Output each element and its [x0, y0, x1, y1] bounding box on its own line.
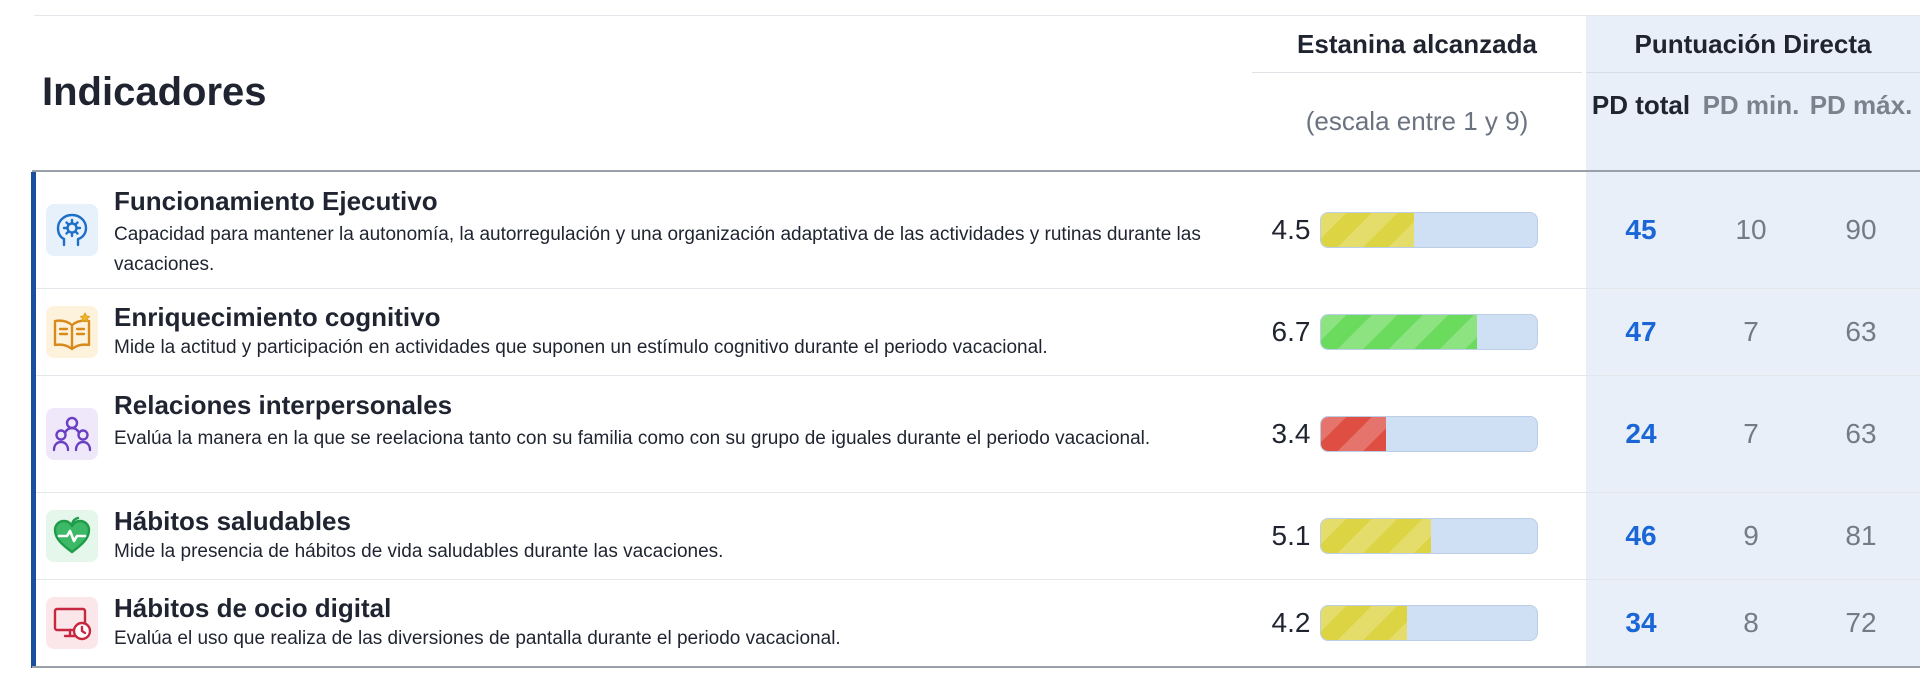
pd-min-value: 8	[1743, 607, 1759, 638]
row-description: Mide la presencia de hábitos de vida sal…	[114, 541, 724, 562]
row-title: Relaciones interpersonales	[114, 390, 453, 420]
brain-gear-icon	[46, 204, 98, 256]
table-row: Funcionamiento Ejecutivo Capacidad para …	[36, 172, 1920, 289]
row-description: Mide la actitud y participación en activ…	[114, 337, 1048, 358]
stanine-label: Estanina alcanzada	[1252, 16, 1582, 73]
pd-total-header: PD total	[1591, 90, 1691, 120]
table-left-accent	[31, 172, 36, 668]
stanine-bar	[1320, 518, 1538, 554]
row-title: Funcionamiento Ejecutivo	[114, 186, 438, 216]
pd-total-value: 45	[1625, 214, 1657, 245]
pd-min-value: 10	[1735, 214, 1767, 245]
stanine-bar	[1320, 605, 1538, 641]
pd-min-value: 7	[1743, 418, 1759, 449]
stanine-score: 4.5	[1271, 214, 1311, 245]
table-row: Hábitos saludables Mide la presencia de …	[36, 493, 1920, 580]
row-title: Enriquecimiento cognitivo	[114, 302, 441, 332]
pd-column-header: Puntuación Directa PD total PD min. PD m…	[1586, 16, 1920, 170]
pd-column-background	[1586, 16, 1920, 668]
pd-total-value: 46	[1625, 520, 1657, 551]
row-description: Evalúa el uso que realiza de las diversi…	[114, 628, 841, 649]
page-title: Indicadores	[42, 70, 267, 114]
pd-label: Puntuación Directa	[1586, 16, 1920, 73]
pd-min-value: 9	[1743, 520, 1759, 551]
stanine-column-header: Estanina alcanzada (escala entre 1 y 9)	[1252, 16, 1582, 170]
table-header: Indicadores Estanina alcanzada (escala e…	[34, 16, 1920, 170]
stanine-bar-fill	[1321, 606, 1408, 640]
table-row: Relaciones interpersonales Evalúa la man…	[36, 376, 1920, 493]
stanine-bar-fill	[1321, 417, 1386, 451]
pd-max-value: 72	[1845, 607, 1877, 638]
stanine-bar	[1320, 212, 1538, 248]
table-bottom-border	[32, 666, 1920, 668]
stanine-score: 3.4	[1271, 418, 1311, 449]
pd-min-header: PD min.	[1702, 90, 1800, 120]
pd-max-value: 81	[1845, 520, 1877, 551]
stanine-scale-label: (escala entre 1 y 9)	[1305, 106, 1529, 136]
row-title: Hábitos de ocio digital	[114, 593, 392, 623]
pd-max-header: PD máx.	[1809, 90, 1913, 120]
table-row: Hábitos de ocio digital Evalúa el uso qu…	[36, 580, 1920, 666]
stanine-bar-fill	[1321, 519, 1432, 553]
pd-max-value: 63	[1845, 418, 1877, 449]
top-divider	[34, 15, 1920, 16]
row-description: Capacidad para mantener la autonomía, la…	[114, 224, 1201, 275]
stanine-bar	[1320, 416, 1538, 452]
stanine-score: 5.1	[1271, 520, 1311, 551]
stanine-bar-fill	[1321, 315, 1477, 349]
row-description: Evalúa la manera en la que se reelaciona…	[114, 428, 1151, 449]
open-book-star-icon	[46, 306, 98, 358]
stanine-score: 4.2	[1271, 607, 1311, 638]
screen-clock-icon	[46, 597, 98, 649]
stanine-bar-fill	[1321, 213, 1414, 247]
row-title: Hábitos saludables	[114, 506, 351, 536]
table-row: Enriquecimiento cognitivo Mide la actitu…	[36, 289, 1920, 376]
pd-max-value: 63	[1845, 316, 1877, 347]
pd-max-value: 90	[1845, 214, 1877, 245]
heart-pulse-icon	[46, 510, 98, 562]
pd-total-value: 47	[1625, 316, 1657, 347]
stanine-bar	[1320, 314, 1538, 350]
people-group-icon	[46, 408, 98, 460]
pd-total-value: 34	[1625, 607, 1657, 638]
pd-min-value: 7	[1743, 316, 1759, 347]
table-top-border	[32, 170, 1920, 172]
stanine-score: 6.7	[1271, 316, 1311, 347]
pd-total-value: 24	[1625, 418, 1657, 449]
